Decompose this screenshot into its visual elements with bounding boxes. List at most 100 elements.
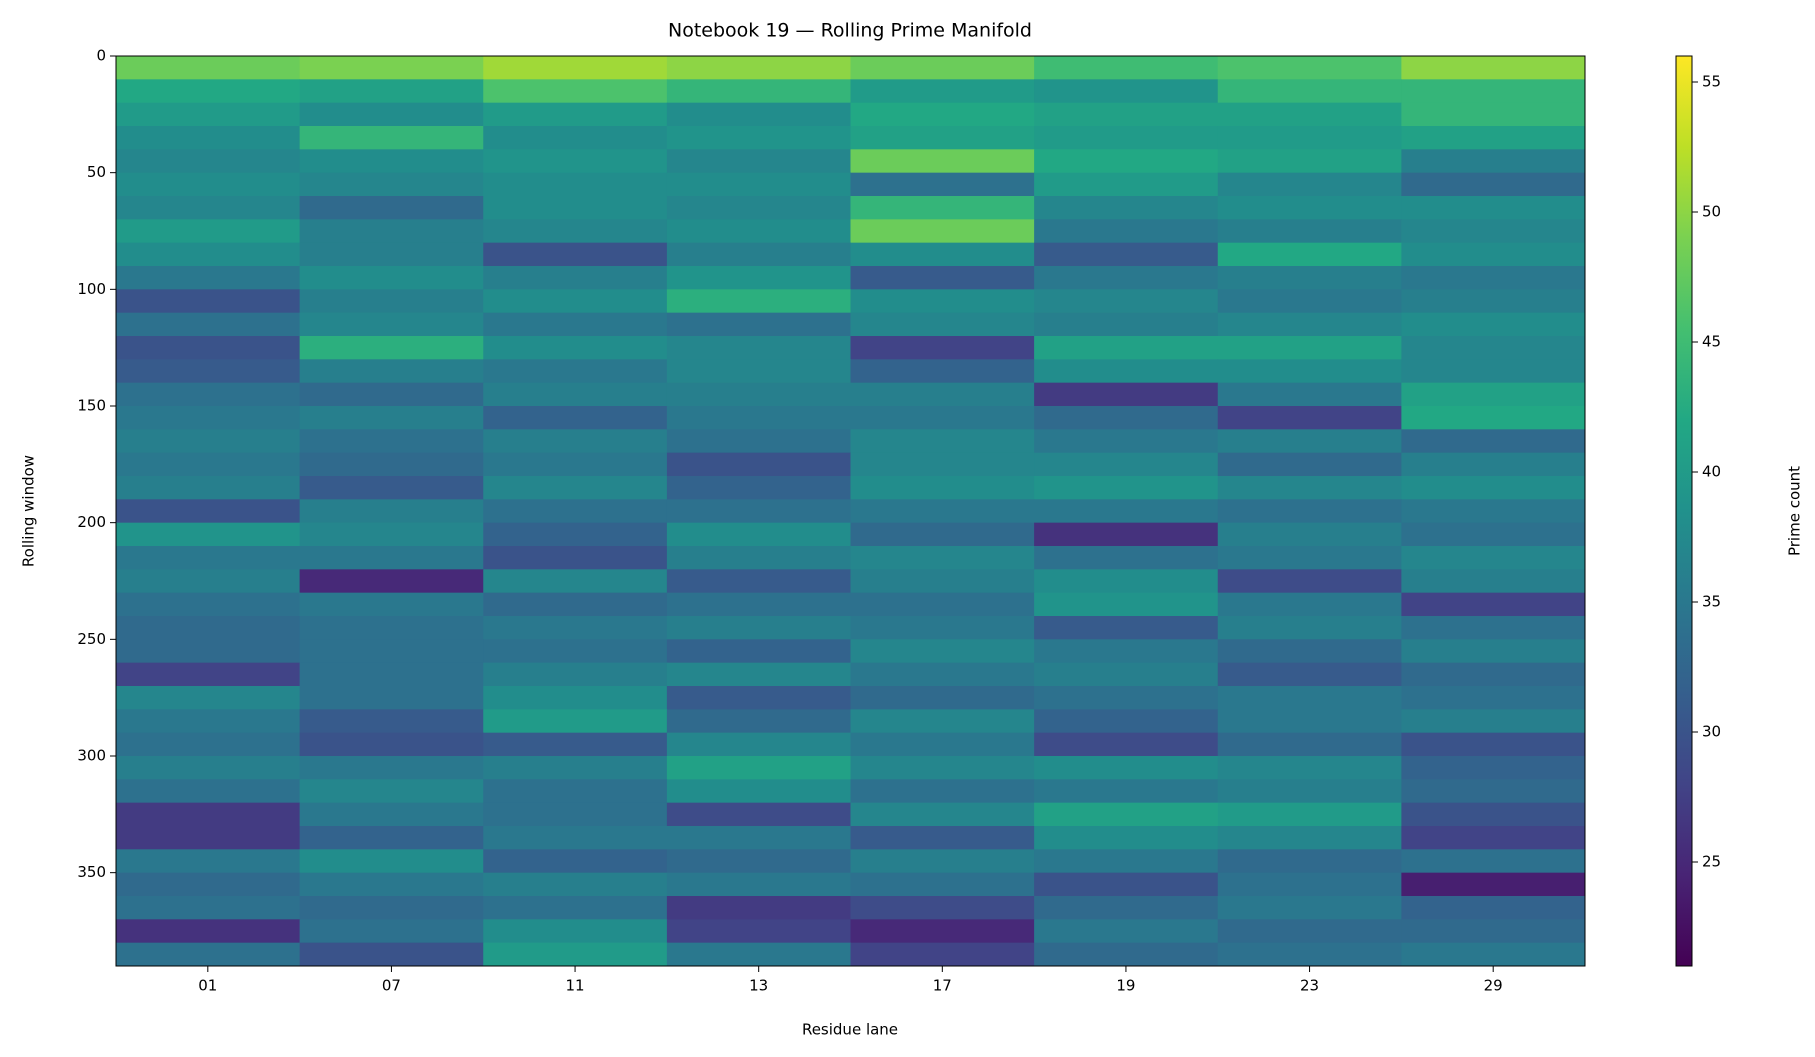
heatmap-cell xyxy=(116,592,301,617)
heatmap-cell xyxy=(483,336,668,360)
heatmap-cell xyxy=(1034,429,1219,454)
heatmap-cell xyxy=(1217,732,1402,757)
heatmap-cell xyxy=(666,382,851,407)
y-tick-label: 200 xyxy=(77,513,106,531)
heatmap-cell xyxy=(483,196,668,220)
colorbar-tick-label: 50 xyxy=(1702,203,1721,221)
heatmap-cell xyxy=(1217,359,1402,384)
heatmap-cell xyxy=(666,359,851,384)
heatmap-cell xyxy=(666,872,851,897)
heatmap-cell xyxy=(483,522,668,547)
heatmap-cell xyxy=(116,242,301,267)
heatmap-cell xyxy=(116,56,301,80)
heatmap-cell xyxy=(483,289,668,314)
heatmap-cell xyxy=(666,686,851,710)
heatmap-cell xyxy=(1034,686,1219,710)
heatmap-cell xyxy=(850,522,1035,547)
heatmap-cell xyxy=(1034,709,1219,734)
heatmap-cell xyxy=(483,709,668,734)
heatmap-cell xyxy=(850,79,1035,104)
heatmap-cell xyxy=(666,756,851,780)
heatmap-cell xyxy=(666,546,851,570)
y-axis-label: Rolling window xyxy=(20,455,38,567)
heatmap-cell xyxy=(850,289,1035,314)
heatmap-cell xyxy=(1401,266,1586,290)
x-tick-label: 13 xyxy=(749,977,768,995)
heatmap-cell xyxy=(1401,429,1586,454)
heatmap-cell xyxy=(850,452,1035,477)
colorbar xyxy=(1675,55,1693,967)
heatmap-cell xyxy=(483,872,668,897)
heatmap-cell xyxy=(116,616,301,640)
heatmap-cell xyxy=(666,919,851,944)
heatmap-cell xyxy=(483,242,668,267)
heatmap-cell xyxy=(666,406,851,430)
heatmap-cell xyxy=(483,406,668,430)
heatmap-cell xyxy=(666,476,851,500)
heatmap-cell xyxy=(116,312,301,337)
heatmap-cell xyxy=(1217,919,1402,944)
y-tick-label: 150 xyxy=(77,397,106,415)
heatmap-cell xyxy=(483,919,668,944)
heatmap-cell xyxy=(116,779,301,804)
heatmap-cell xyxy=(1401,802,1586,827)
heatmap-cell xyxy=(483,56,668,80)
heatmap-cell xyxy=(850,826,1035,850)
heatmap-cell xyxy=(483,802,668,827)
heatmap-cell xyxy=(1034,102,1219,127)
heatmap-cell xyxy=(1034,826,1219,850)
heatmap-cell xyxy=(1034,616,1219,640)
heatmap-cell xyxy=(116,709,301,734)
heatmap-cell xyxy=(1217,872,1402,897)
x-tick-label: 01 xyxy=(198,977,217,995)
x-tick-label: 29 xyxy=(1484,977,1503,995)
heatmap-cell xyxy=(299,266,484,290)
heatmap-cell xyxy=(116,429,301,454)
heatmap-cell xyxy=(1217,266,1402,290)
heatmap-cell xyxy=(1401,172,1586,197)
heatmap-cell xyxy=(1034,289,1219,314)
heatmap-cell xyxy=(1217,452,1402,477)
heatmap-cell xyxy=(483,79,668,104)
colorbar-tick-label: 35 xyxy=(1702,593,1721,611)
heatmap-cell xyxy=(299,452,484,477)
heatmap-cell xyxy=(116,732,301,757)
heatmap-cell xyxy=(1034,242,1219,267)
heatmap-cell xyxy=(299,709,484,734)
heatmap-cell xyxy=(666,896,851,920)
heatmap-cell xyxy=(1217,289,1402,314)
heatmap-cell xyxy=(299,919,484,944)
heatmap-cell xyxy=(850,196,1035,220)
heatmap-cell xyxy=(850,242,1035,267)
y-tick-label: 350 xyxy=(77,863,106,881)
heatmap-cell xyxy=(299,592,484,617)
heatmap-cell xyxy=(1217,126,1402,150)
heatmap-cell xyxy=(1401,616,1586,640)
heatmap-cell xyxy=(666,102,851,127)
heatmap-cell xyxy=(483,219,668,244)
heatmap-cell xyxy=(299,616,484,640)
heatmap-cell xyxy=(850,872,1035,897)
heatmap-cell xyxy=(1034,382,1219,407)
heatmap-cell xyxy=(299,242,484,267)
colorbar-label: Prime count xyxy=(1786,466,1804,556)
heatmap-cell xyxy=(1034,639,1219,664)
heatmap-cell xyxy=(483,172,668,197)
heatmap-cell xyxy=(1401,826,1586,850)
heatmap-cell xyxy=(1034,196,1219,220)
heatmap-cell xyxy=(483,686,668,710)
heatmap-cell xyxy=(116,359,301,384)
heatmap-cell xyxy=(1217,616,1402,640)
heatmap-cell xyxy=(116,219,301,244)
heatmap-cell xyxy=(299,732,484,757)
heatmap-cell xyxy=(1217,499,1402,524)
heatmap-cell xyxy=(1217,826,1402,850)
heatmap-cell xyxy=(666,336,851,360)
heatmap-cell xyxy=(1217,172,1402,197)
heatmap-cell xyxy=(1217,429,1402,454)
heatmap-cell xyxy=(1401,149,1586,174)
heatmap-cell xyxy=(1401,219,1586,244)
x-axis-label: Residue lane xyxy=(802,1021,898,1039)
heatmap-cell xyxy=(850,546,1035,570)
heatmap-cell xyxy=(483,569,668,594)
